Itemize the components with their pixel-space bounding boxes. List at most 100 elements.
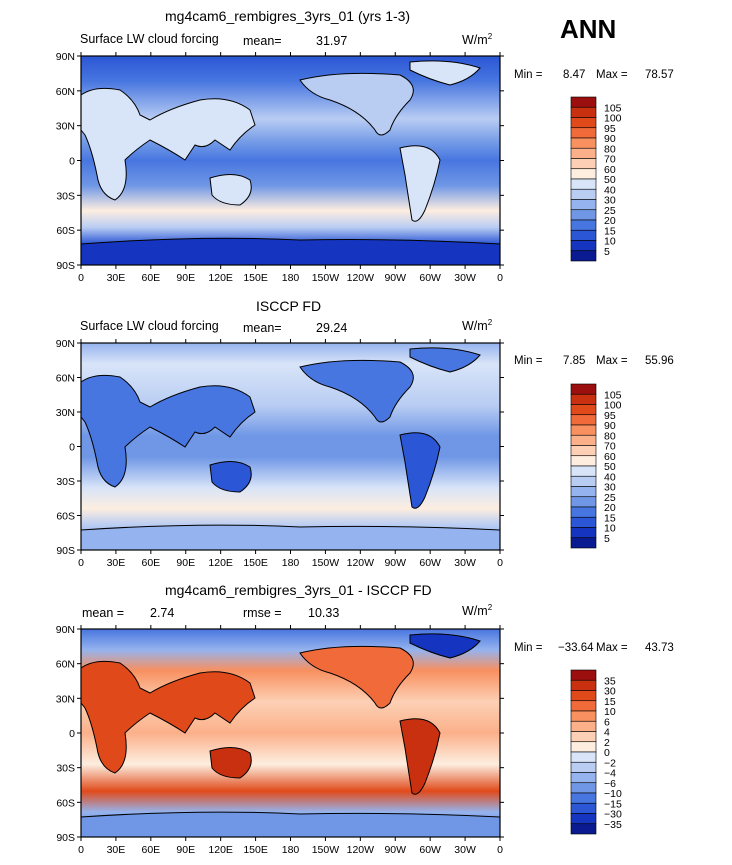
colorbar-level-label: 95 — [604, 410, 616, 422]
colorbar-swatch — [570, 404, 597, 416]
panel-1-title: mg4cam6_rembigres_3yrs_01 (yrs 1-3) — [165, 8, 411, 24]
colorbar-swatch — [570, 240, 597, 252]
panel-2-coastlines — [80, 347, 501, 551]
colorbar-level-label: 90 — [604, 420, 616, 432]
colorbar-level-label: 40 — [604, 184, 616, 196]
colorbar-level-label: 30 — [604, 482, 616, 494]
colorbar-swatch — [570, 731, 597, 743]
lon-label: 120E — [208, 272, 233, 284]
colorbar-level-label: 60 — [604, 451, 616, 463]
lat-label: 90S — [56, 832, 75, 844]
colorbar-level-label: −35 — [604, 819, 622, 831]
panel-1-variable: Surface LW cloud forcing — [80, 32, 219, 46]
colorbar-swatch — [570, 516, 597, 528]
lon-label: 60W — [419, 557, 441, 569]
panel-2-units: W/m2 — [462, 318, 493, 334]
lon-label: 30E — [107, 844, 126, 856]
panel-3-max-value: 43.73 — [645, 642, 674, 654]
lat-label: 30N — [56, 121, 75, 133]
colorbar-swatch — [570, 486, 597, 498]
lat-label: 90N — [56, 338, 75, 350]
colorbar-swatch — [570, 137, 597, 149]
colorbar-swatch — [570, 527, 597, 539]
lat-label: 60S — [56, 511, 75, 523]
colorbar-swatch — [570, 158, 597, 170]
colorbar-level-label: 10 — [604, 706, 616, 718]
colorbar-level-label: 20 — [604, 215, 616, 227]
colorbar-level-label: 5 — [604, 533, 610, 545]
colorbar-swatch — [570, 720, 597, 732]
panel-1-map — [80, 55, 501, 266]
colorbar-level-label: 100 — [604, 400, 622, 412]
lon-label: 150W — [312, 272, 340, 284]
colorbar-swatch — [570, 813, 597, 825]
lon-label: 150E — [243, 557, 268, 569]
lat-label: 60S — [56, 225, 75, 237]
colorbar-level-label: 70 — [604, 441, 616, 453]
colorbar-level-label: −2 — [604, 757, 616, 769]
panel-3-mean-label: mean = — [82, 606, 125, 620]
season-label: ANN — [560, 14, 617, 44]
lon-label: 30E — [107, 557, 126, 569]
colorbar-level-label: 50 — [604, 174, 616, 186]
panel-2-variable: Surface LW cloud forcing — [80, 319, 219, 333]
lon-label: 30E — [107, 272, 126, 284]
lat-label: 30S — [56, 190, 75, 202]
colorbar-layer: 1051009590807060504030252015105105100959… — [570, 96, 622, 835]
panel-1-units: W/m2 — [462, 32, 493, 48]
lon-label: 90W — [384, 844, 406, 856]
colorbar-swatch — [570, 424, 597, 436]
lon-label: 90W — [384, 272, 406, 284]
colorbar-level-label: 10 — [604, 523, 616, 535]
panel-1-min-value: 8.47 — [563, 69, 586, 81]
lon-label: 30W — [454, 557, 476, 569]
panel-1-mean-label: mean= — [243, 34, 282, 48]
panel-3-units: W/m2 — [462, 603, 493, 619]
lon-label: 60E — [141, 272, 160, 284]
colorbar-level-label: 25 — [604, 492, 616, 504]
lon-label: 60W — [419, 844, 441, 856]
lat-label: 0 — [69, 156, 75, 168]
colorbar-swatch — [570, 117, 597, 129]
panel-3-map — [80, 628, 501, 838]
colorbar-level-label: 6 — [604, 716, 610, 728]
colorbar-level-label: 15 — [604, 696, 616, 708]
panel-2-min-value: 7.85 — [563, 355, 586, 367]
lon-label: 150W — [312, 557, 340, 569]
colorbar-level-label: 80 — [604, 430, 616, 442]
colorbar-swatch — [570, 188, 597, 200]
colorbar-swatch — [570, 147, 597, 159]
lon-label: 120W — [347, 557, 375, 569]
panel-2-title: ISCCP FD — [256, 298, 322, 314]
colorbar-level-label: 15 — [604, 225, 616, 237]
colorbar-level-label: 35 — [604, 675, 616, 687]
colorbar-swatch — [570, 96, 597, 108]
lat-label: 30N — [56, 407, 75, 419]
panel-2-mean-value: 29.24 — [316, 321, 348, 335]
colorbar-swatch — [570, 455, 597, 467]
lon-label: 0 — [497, 272, 503, 284]
colorbar-level-label: 105 — [604, 102, 622, 114]
colorbar-swatch — [570, 823, 597, 835]
lat-label: 30N — [56, 693, 75, 705]
colorbar-level-label: 0 — [604, 747, 610, 759]
lon-label: 90E — [176, 272, 195, 284]
lon-label: 150E — [243, 844, 268, 856]
lat-label: 90N — [56, 624, 75, 636]
colorbar-swatch — [570, 229, 597, 241]
lon-label: 180 — [282, 557, 300, 569]
lon-label: 90E — [176, 844, 195, 856]
lat-label: 30S — [56, 476, 75, 488]
lon-label: 150W — [312, 844, 340, 856]
colorbar-swatch — [570, 199, 597, 211]
lat-label: 30S — [56, 763, 75, 775]
colorbar-swatch — [570, 219, 597, 231]
lon-label: 90E — [176, 557, 195, 569]
colorbar-level-label: 90 — [604, 133, 616, 145]
colorbar-swatch — [570, 679, 597, 691]
panel-3-min-label: Min = — [514, 642, 543, 654]
lon-label: 30W — [454, 844, 476, 856]
panel-1-mean-value: 31.97 — [316, 34, 348, 48]
colorbar-swatch — [570, 168, 597, 180]
